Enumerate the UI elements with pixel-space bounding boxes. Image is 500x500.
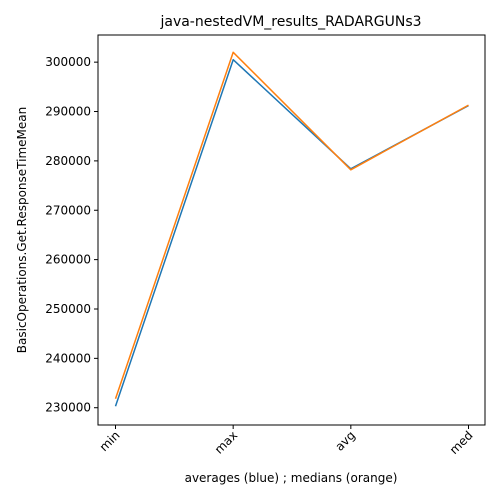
y-tick-label: 290000 — [45, 105, 91, 119]
x-axis: min max avg med — [97, 425, 476, 457]
series-line-2 — [114, 51, 469, 400]
plot-lines — [114, 51, 469, 407]
y-axis: 230000 240000 250000 260000 270000 280000 2900… — [45, 55, 98, 415]
y-tick-label: 240000 — [45, 351, 91, 365]
plot-frame — [97, 34, 486, 426]
x-axis-label: averages (blue) ; medians (orange) — [185, 471, 398, 485]
chart-title: java-nestedVM_results_RADARGUNs3 — [159, 14, 421, 30]
y-tick-label: 230000 — [45, 401, 91, 415]
y-tick-label: 270000 — [45, 203, 91, 217]
x-tick-label: max — [212, 428, 240, 456]
y-tick-label: 250000 — [45, 302, 91, 316]
x-tick-label: min — [97, 428, 123, 454]
y-tick-label: 300000 — [45, 55, 91, 69]
x-tick-label: avg — [332, 428, 358, 454]
x-tick-label: med — [447, 428, 476, 457]
y-tick-label: 280000 — [45, 154, 91, 168]
y-tick-label: 260000 — [45, 253, 91, 267]
y-axis-label: BasicOperations.Get.ResponseTimeMean — [15, 107, 29, 353]
